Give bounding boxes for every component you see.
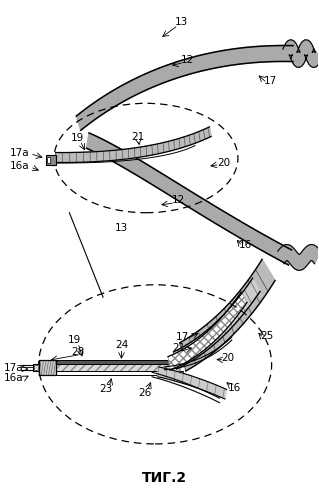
Text: 23: 23 [100,384,113,394]
Text: 26: 26 [138,388,151,398]
Polygon shape [283,40,319,68]
Text: 20: 20 [222,354,235,364]
Text: 17: 17 [176,332,189,342]
Text: 19: 19 [70,132,84,142]
Polygon shape [168,292,247,370]
Text: 13: 13 [174,18,188,28]
Polygon shape [180,260,275,371]
Text: 12: 12 [181,55,194,65]
Polygon shape [278,244,319,270]
Bar [33,364,39,372]
Text: 28: 28 [71,347,85,357]
Text: 17a: 17a [10,148,30,158]
Text: 13: 13 [115,222,128,232]
Polygon shape [158,367,226,399]
Polygon shape [86,133,292,265]
Text: 16a: 16a [10,162,30,172]
Polygon shape [76,46,293,130]
Text: 16: 16 [228,382,241,392]
Text: 17a: 17a [4,364,23,374]
Polygon shape [174,278,260,369]
Text: 20: 20 [218,158,231,168]
Text: 16: 16 [239,240,252,250]
Text: 21: 21 [173,344,186,353]
Bar [39,360,56,376]
Text: 24: 24 [115,340,128,350]
Text: 17: 17 [263,76,277,86]
Text: 19: 19 [67,336,81,345]
Bar [47,157,50,163]
Text: 16a: 16a [4,373,23,383]
Bar [39,360,56,376]
Text: ΤИГ.2: ΤИГ.2 [142,470,187,484]
Text: 21: 21 [132,132,145,141]
Text: 25: 25 [260,330,274,340]
Polygon shape [56,127,211,162]
Text: 12: 12 [172,196,185,205]
Bar [46,154,56,166]
Bar [34,366,38,370]
